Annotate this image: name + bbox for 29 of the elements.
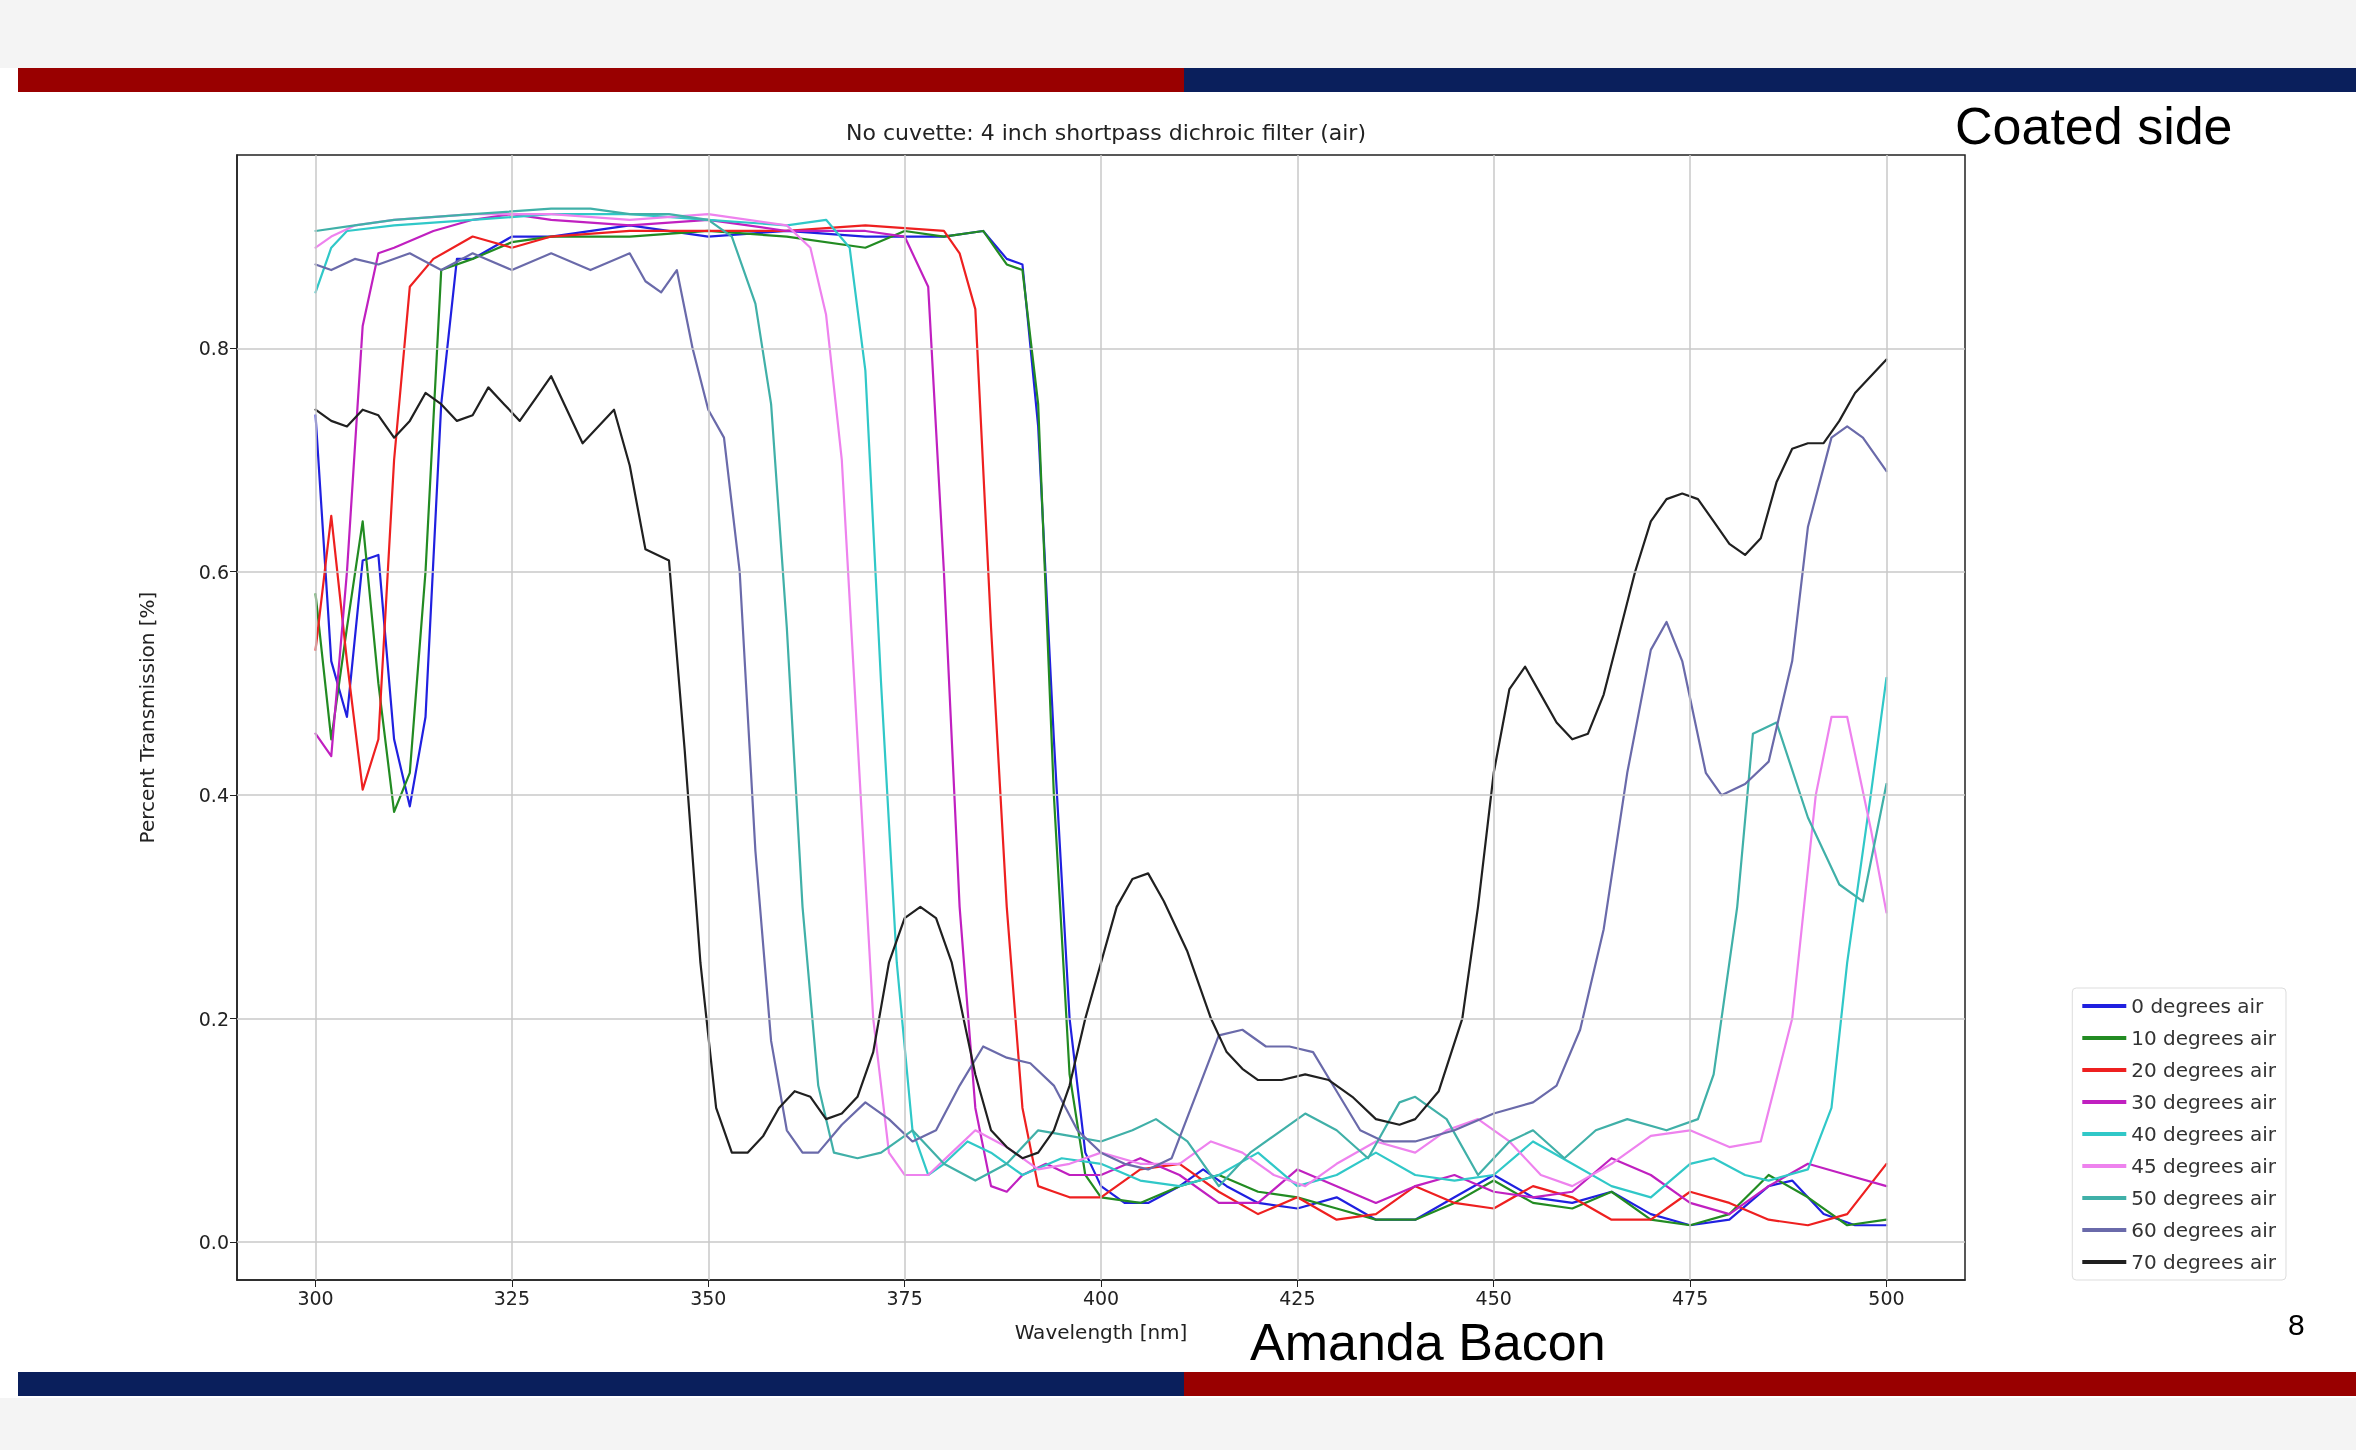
- legend-label: 10 degrees air: [2131, 1026, 2277, 1050]
- legend-label: 60 degrees air: [2131, 1218, 2277, 1242]
- legend-label: 45 degrees air: [2131, 1154, 2277, 1178]
- x-tick-label: 475: [1671, 1286, 1709, 1309]
- chart-title: No cuvette: 4 inch shortpass dichroic filter (air): [846, 119, 1366, 145]
- y-tick-label: 0.8: [198, 337, 229, 360]
- legend-label: 50 degrees air: [2131, 1186, 2277, 1210]
- legend-label: 40 degrees air: [2131, 1122, 2277, 1146]
- y-tick-label: 0.2: [198, 1007, 229, 1030]
- legend-label: 20 degrees air: [2131, 1058, 2277, 1082]
- legend-label: 70 degrees air: [2131, 1250, 2277, 1274]
- text: Coated side: [1955, 96, 2233, 156]
- text: Amanda Bacon: [1250, 1312, 1606, 1372]
- y-tick-label: 0.0: [198, 1231, 229, 1254]
- x-tick-label: 300: [297, 1286, 334, 1309]
- x-tick-label: 425: [1279, 1286, 1316, 1309]
- legend-label: 0 degrees air: [2131, 994, 2265, 1018]
- x-tick-label: 325: [493, 1286, 531, 1309]
- y-tick-label: 0.6: [198, 560, 229, 583]
- x-tick-label: 375: [886, 1286, 923, 1309]
- x-tick-label: 350: [690, 1286, 727, 1309]
- x-tick-label: 400: [1082, 1286, 1120, 1309]
- text: 8: [2288, 1308, 2305, 1342]
- x-tick-label: 450: [1475, 1286, 1512, 1309]
- x-axis-title: Wavelength [nm]: [1014, 1320, 1188, 1344]
- y-axis-title: Percent Transmission [%]: [135, 591, 159, 844]
- legend-label: 30 degrees air: [2131, 1090, 2277, 1114]
- y-tick-label: 0.4: [198, 784, 229, 807]
- x-tick-label: 500: [1868, 1286, 1905, 1309]
